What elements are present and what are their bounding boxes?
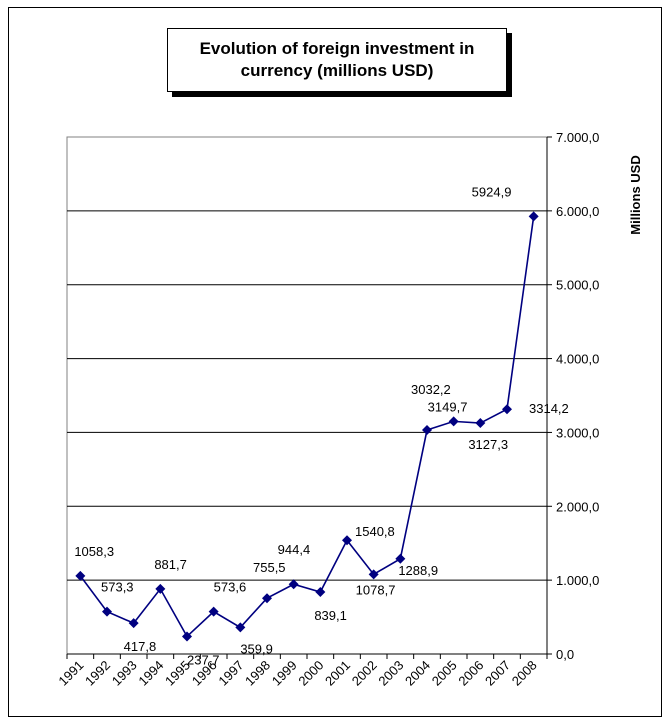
data-label: 1078,7 (356, 582, 396, 597)
data-point (448, 416, 459, 427)
chart-title-box: Evolution of foreign investment in curre… (167, 28, 507, 92)
x-tick-label: 2008 (509, 658, 540, 689)
chart-frame (8, 7, 662, 717)
data-point (75, 570, 86, 581)
x-tick-label: 1993 (109, 658, 140, 689)
x-tick-label: 2007 (482, 658, 513, 689)
data-labels: 1058,3 573,3 417,8 881,7 237,7 573,6 359,9 755,… (74, 184, 568, 667)
data-point (422, 425, 432, 436)
x-tick-label: 2005 (429, 658, 460, 689)
plot-area (66, 136, 548, 655)
y-axis-title: Millions USD (628, 155, 643, 234)
x-tick-label: 2002 (349, 658, 380, 689)
gridlines (67, 210, 547, 581)
y-tick-label: 6.000,0 (556, 204, 599, 219)
y-tick-label: 7.000,0 (556, 130, 599, 145)
x-tick-label: 1991 (55, 658, 86, 689)
y-tick-label: 4.000,0 (556, 352, 599, 367)
x-tick-label: 2003 (375, 658, 406, 689)
data-point (155, 583, 166, 594)
chart-title: Evolution of foreign investment in curre… (199, 39, 475, 80)
markers (75, 211, 539, 642)
data-label: 839,1 (314, 608, 347, 623)
x-tick-label: 1994 (135, 658, 166, 689)
y-ticks: 0,0 1.000,0 2.000,0 3.000,0 4.000,0 5.000,0 6.… (547, 130, 599, 662)
data-label: 944,4 (278, 542, 311, 557)
x-tick-label: 1998 (242, 658, 273, 689)
x-tick-label: 2000 (295, 658, 326, 689)
data-point (502, 404, 512, 415)
y-tick-label: 1.000,0 (556, 573, 599, 588)
data-point (262, 593, 272, 604)
x-tick-label: 2006 (455, 658, 486, 689)
data-point (475, 418, 486, 429)
data-point (368, 569, 379, 580)
y-tick-label: 5.000,0 (556, 278, 599, 293)
data-label: 237,7 (187, 652, 220, 667)
x-tick-label: 1999 (269, 658, 300, 689)
data-label: 1540,8 (355, 524, 395, 539)
x-ticks: 1991199219931994199519961997199819992000… (55, 654, 548, 689)
data-label: 3032,2 (411, 382, 451, 397)
data-label: 573,6 (214, 580, 247, 595)
data-label: 417,8 (124, 639, 157, 654)
data-point (395, 553, 406, 564)
y-tick-label: 2.000,0 (556, 499, 599, 514)
data-label: 359,9 (240, 641, 273, 656)
data-label: 3149,7 (428, 399, 468, 414)
data-label: 3127,3 (468, 437, 508, 452)
data-label: 881,7 (154, 557, 187, 572)
data-point (102, 606, 112, 617)
data-label: 3314,2 (529, 401, 569, 416)
data-point (235, 622, 246, 633)
data-label: 1288,9 (398, 563, 438, 578)
x-tick-label: 1997 (215, 658, 246, 689)
data-point (182, 631, 192, 642)
data-label: 1058,3 (74, 544, 114, 559)
data-label: 573,3 (101, 580, 134, 595)
data-point (315, 587, 326, 598)
data-point (288, 579, 299, 590)
x-tick-label: 1992 (82, 658, 113, 689)
data-label: 5924,9 (472, 184, 512, 199)
data-point (528, 211, 539, 222)
x-tick-label: 2004 (402, 658, 433, 689)
x-tick-label: 2001 (322, 658, 353, 689)
data-point (208, 606, 219, 617)
data-label: 755,5 (253, 560, 286, 575)
data-point (128, 618, 139, 629)
data-point (342, 535, 352, 546)
y-tick-label: 3.000,0 (556, 425, 599, 440)
y-tick-label: 0,0 (556, 647, 574, 662)
